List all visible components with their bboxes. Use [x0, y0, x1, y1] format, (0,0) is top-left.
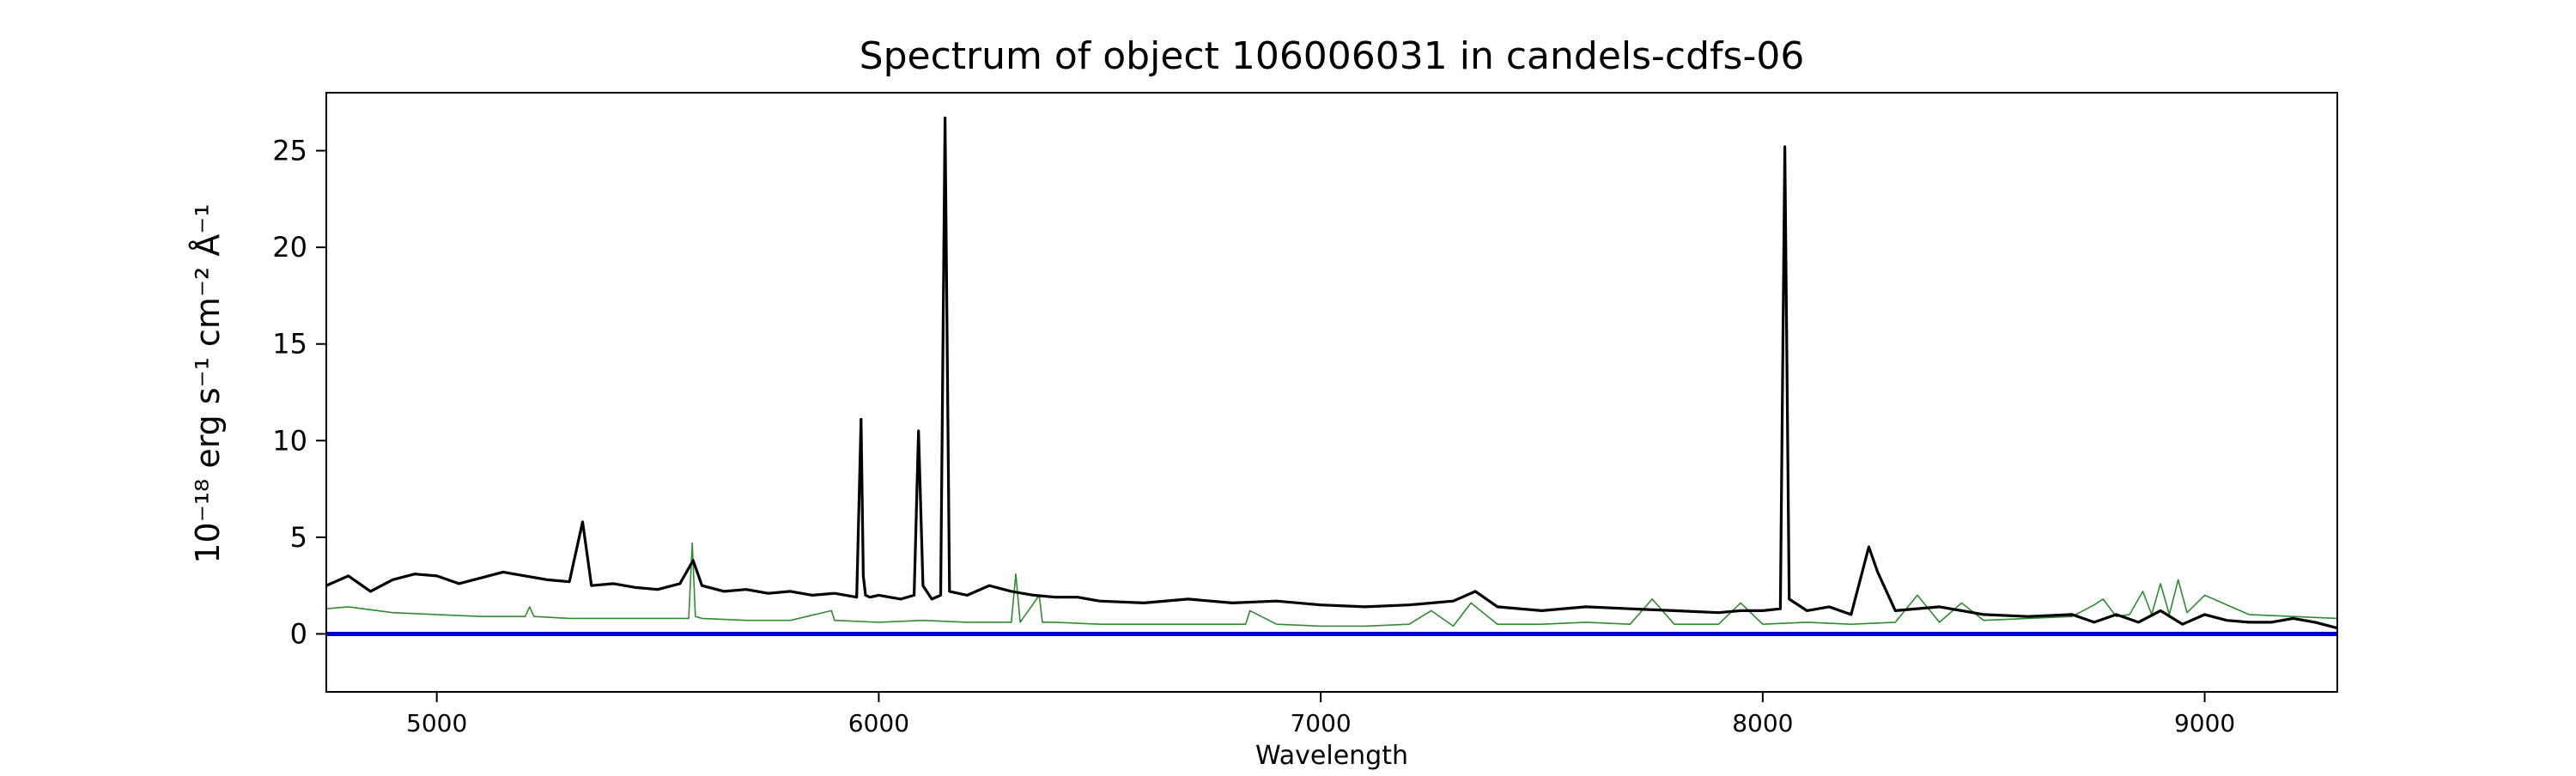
y-tick-label: 25: [272, 135, 307, 167]
x-tick-label: 7000: [1290, 709, 1351, 737]
plot-area: [326, 116, 2337, 636]
plot-frame: [325, 92, 2338, 693]
x-axis-label: Wavelength: [1255, 741, 1408, 771]
y-axis-label: 10⁻¹⁸ erg s⁻¹ cm⁻² Å⁻¹: [189, 203, 227, 563]
y-tick-label: 0: [290, 617, 307, 650]
x-tick-label: 5000: [406, 709, 467, 737]
x-tick-label: 8000: [1732, 709, 1793, 737]
x-tick-label: 9000: [2174, 709, 2235, 737]
y-tick-label: 10: [272, 424, 307, 457]
flux-line: [326, 116, 2337, 630]
y-tick-label: 20: [272, 231, 307, 264]
y-tick-label: 5: [290, 521, 307, 554]
sky-line: [326, 542, 2337, 627]
y-tick-label: 15: [272, 328, 307, 361]
x-tick-label: 6000: [848, 709, 909, 737]
chart-title: Spectrum of object 106006031 in candels-…: [860, 34, 1805, 78]
